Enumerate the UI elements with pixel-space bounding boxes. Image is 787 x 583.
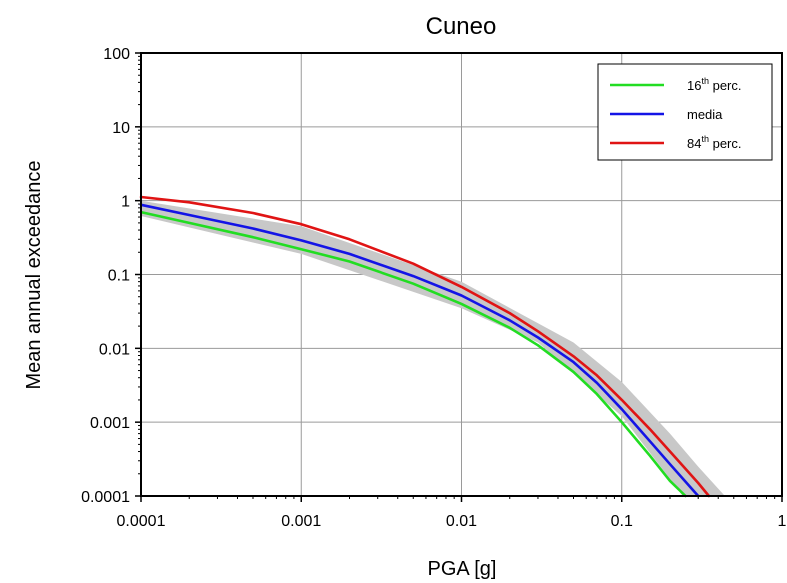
y-axis-label: Mean annual exceedance	[23, 160, 45, 389]
y-tick-label: 0.001	[90, 415, 130, 432]
legend-box	[597, 63, 773, 161]
x-axis-label: PGA [g]	[428, 558, 497, 580]
legend-label-main: 16	[687, 78, 701, 93]
legend-label-sup: th	[701, 134, 709, 144]
uncertainty-band	[141, 200, 725, 496]
legend-label-tail: perc.	[709, 136, 742, 151]
y-tick-label: 100	[103, 46, 130, 63]
legend-label-1: media	[687, 107, 723, 122]
legend-label-tail: perc.	[709, 78, 742, 93]
y-tick-label: 10	[112, 120, 130, 137]
legend-label-main: 84	[687, 136, 701, 151]
x-tick-label: 0.01	[446, 513, 477, 530]
x-tick-label: 0.1	[611, 513, 633, 530]
y-tick-label: 0.0001	[81, 489, 130, 506]
axis-ticks: 0.0001 0.001 0.01 0.1 1 0.0001 0.001 0.01 0.1 1 10…	[81, 46, 786, 530]
x-tick-label: 0.001	[281, 513, 321, 530]
x-tick-label: 0.0001	[117, 513, 166, 530]
chart-title: Cuneo	[426, 13, 497, 40]
series-lines	[139, 195, 711, 498]
legend-label-0: 16th perc.	[687, 76, 742, 93]
x-tick-label: 1	[778, 513, 787, 530]
y-tick-label: 0.1	[108, 268, 130, 285]
series-line-1	[139, 203, 700, 498]
legend-label-sup: th	[701, 76, 709, 86]
legend-label-main: media	[687, 107, 723, 122]
series-line-2	[139, 195, 711, 498]
confidence-band	[141, 200, 725, 496]
legend-label-2: 84th perc.	[687, 134, 742, 151]
y-tick-label: 1	[121, 194, 130, 211]
y-tick-label: 0.01	[99, 341, 130, 358]
series-line-0	[139, 210, 687, 498]
